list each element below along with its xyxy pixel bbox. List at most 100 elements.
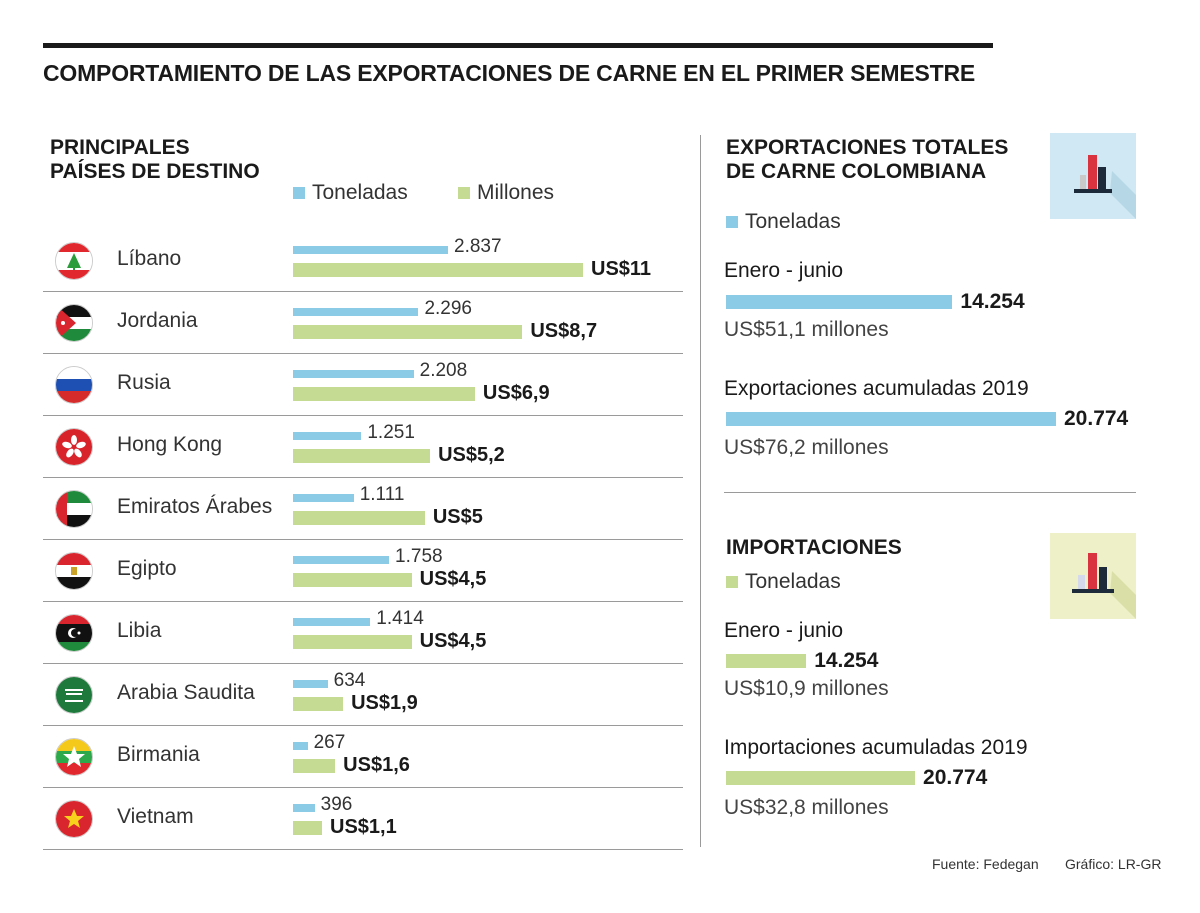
tons-value-label: 1.758: [395, 546, 443, 567]
imports-legend: Toneladas: [726, 570, 841, 594]
exports-cumulative-value: 20.774: [1064, 407, 1129, 430]
country-row: Rusia 2.208 US$6,9: [43, 353, 683, 416]
source-note: Fuente: Fedegan: [932, 856, 1039, 872]
tons-value-label: 1.414: [376, 608, 424, 629]
millions-value-label: US$5,2: [438, 444, 505, 466]
imports-period-money: US$10,9 millones: [724, 677, 889, 700]
millions-bar: [293, 573, 412, 587]
country-row: Jordania 2.296 US$8,7: [43, 291, 683, 354]
top-rule: [43, 43, 993, 48]
tons-bar: [293, 432, 362, 440]
imports-heading: IMPORTACIONES: [726, 536, 902, 559]
millions-bar: [293, 635, 412, 649]
country-row: Egipto 1.758 US$4,5: [43, 539, 683, 602]
tons-value-label: 2.296: [424, 298, 472, 319]
tons-value-label: 2.837: [454, 236, 502, 257]
millions-value-label: US$6,9: [482, 382, 550, 404]
imports-cumulative-money: US$32,8 millones: [724, 796, 889, 819]
credit-note: Gráfico: LR-GR: [1065, 856, 1162, 872]
imports-cumulative-label: Importaciones acumuladas 2019: [724, 736, 1028, 759]
imports-cumulative-value: 20.774: [923, 766, 988, 789]
exports-period-label: Enero - junio: [724, 259, 844, 282]
exports-legend-swatch: [726, 216, 738, 228]
country-label: Líbano: [117, 247, 182, 270]
country-label: Egipto: [117, 557, 177, 580]
tons-bar: [293, 308, 419, 316]
exports-heading: EXPORTACIONES TOTALES DE CARNE COLOMBIAN…: [726, 136, 1008, 184]
imports-bar-chart-icon: [1050, 533, 1136, 619]
tons-bar: [293, 370, 414, 378]
millions-value-label: US$8,7: [530, 320, 598, 342]
hong-kong-flag-icon: [55, 428, 93, 466]
exports-cumulative-label: Exportaciones acumuladas 2019: [724, 377, 1029, 400]
russia-flag-icon: [55, 366, 93, 404]
millions-bar: [293, 511, 425, 525]
country-label: Libia: [117, 619, 162, 642]
jordan-flag-icon: [55, 304, 93, 342]
millions-bar: [293, 697, 344, 711]
legend-label-millions: Millones: [477, 181, 555, 204]
country-row: Arabia Saudita 634 US$1,9: [43, 663, 683, 726]
imports-period-value: 14.254: [814, 649, 879, 672]
tons-bar: [293, 246, 448, 254]
tons-value-label: 267: [313, 732, 346, 753]
left-heading-line1: PRINCIPALES: [50, 136, 190, 159]
country-row: Hong Kong 1.251 US$5,2: [43, 415, 683, 478]
column-divider: [700, 135, 701, 847]
legend-swatch-tons: [293, 187, 305, 199]
country-label: Birmania: [117, 743, 200, 766]
exports-legend: Toneladas: [726, 210, 841, 234]
country-row: Libia 1.414 US$4,5: [43, 601, 683, 664]
exports-bar-chart-icon: [1050, 133, 1136, 219]
tons-value-label: 2.208: [419, 360, 468, 381]
country-row: Birmania 267 US$1,6: [43, 725, 683, 788]
millions-value-label: US$4,5: [419, 568, 487, 590]
exports-heading-line2: DE CARNE COLOMBIANA: [726, 160, 987, 183]
country-row: Líbano 2.837 US$11: [43, 229, 683, 292]
exports-cumulative-bar: [726, 412, 1056, 426]
tons-bar: [293, 494, 354, 502]
tons-value-label: 1.251: [367, 422, 415, 443]
imports-cumulative-bar: [726, 771, 916, 785]
millions-bar: [293, 263, 583, 277]
egypt-flag-icon: [55, 552, 93, 590]
uae-flag-icon: [55, 490, 93, 528]
tons-value-label: 634: [333, 670, 366, 691]
vietnam-flag-icon: [55, 800, 93, 838]
imports-legend-label: Toneladas: [745, 570, 841, 593]
saudi-arabia-flag-icon: [55, 676, 93, 714]
millions-bar: [293, 759, 336, 773]
country-label: Arabia Saudita: [117, 681, 255, 704]
millions-value-label: US$1,1: [330, 816, 397, 838]
legend-tons: Toneladas: [293, 181, 408, 205]
left-heading-line2: PAÍSES DE DESTINO: [50, 160, 260, 183]
millions-bar: [293, 821, 322, 835]
legend-label-tons: Toneladas: [312, 181, 408, 204]
imports-period-label: Enero - junio: [724, 619, 844, 642]
tons-value-label: 1.111: [359, 484, 405, 505]
exports-period-money: US$51,1 millones: [724, 318, 889, 341]
imports-period-bar: [726, 654, 807, 668]
tons-bar: [293, 556, 390, 564]
millions-value-label: US$11: [591, 258, 652, 280]
tons-value-label: 396: [320, 794, 353, 815]
country-label: Vietnam: [117, 805, 194, 828]
millions-value-label: US$5: [432, 506, 483, 528]
libya-flag-icon: [55, 614, 93, 652]
left-heading: PRINCIPALES PAÍSES DE DESTINO: [50, 136, 260, 184]
country-row: Emiratos Árabes 1.111 US$5: [43, 477, 683, 540]
exports-cumulative-money: US$76,2 millones: [724, 436, 889, 459]
exports-period-bar: [726, 295, 953, 309]
millions-value-label: US$4,5: [419, 630, 487, 652]
millions-bar: [293, 387, 475, 401]
country-label: Jordania: [117, 309, 198, 332]
exports-legend-label: Toneladas: [745, 210, 841, 233]
myanmar-flag-icon: [55, 738, 93, 776]
exports-period-value: 14.254: [960, 290, 1025, 313]
tons-bar: [293, 804, 315, 812]
millions-bar: [293, 449, 431, 463]
country-label: Rusia: [117, 371, 171, 394]
millions-bar: [293, 325, 523, 339]
tons-bar: [293, 680, 328, 688]
millions-value-label: US$1,9: [351, 692, 418, 714]
